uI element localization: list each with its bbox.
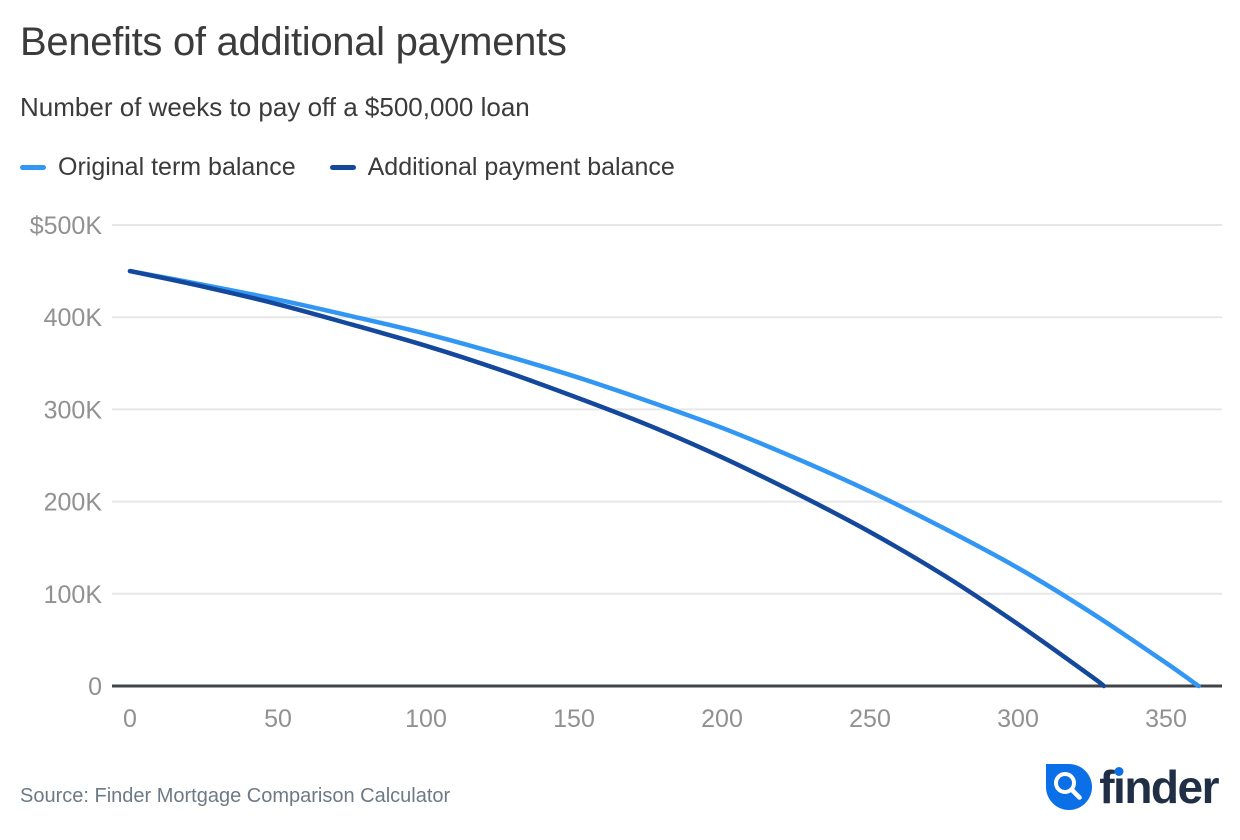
finder-i-dot [1114, 767, 1124, 776]
svg-text:0: 0 [88, 673, 102, 701]
svg-text:200K: 200K [44, 489, 103, 517]
svg-text:50: 50 [264, 705, 292, 733]
line-chart-svg: $500K 400K 300K 200K 100K 00 50 100 150 200 250 300… [30, 212, 1222, 733]
legend-swatch-original-term [20, 165, 46, 170]
svg-text:0: 0 [123, 705, 137, 733]
svg-text:250: 250 [849, 705, 891, 733]
svg-text:100: 100 [405, 705, 447, 733]
svg-text:350: 350 [1145, 705, 1187, 733]
finder-wordmark: fı nder [1099, 761, 1219, 813]
magnifier-icon [1054, 772, 1082, 800]
legend: Original term balance Additional payment… [20, 153, 675, 182]
svg-text:$500K: $500K [30, 212, 103, 240]
svg-text:300: 300 [997, 705, 1039, 733]
chart-subtitle: Number of weeks to pay off a $500,000 lo… [20, 92, 530, 122]
svg-text:200: 200 [701, 705, 743, 733]
chart-title: Benefits of additional payments [20, 20, 567, 64]
finder-logo-drop-icon [1046, 764, 1093, 810]
svg-text:400K: 400K [44, 304, 103, 332]
legend-label-original-term: Original term balance [58, 153, 296, 181]
finder-logo: fı nder [1046, 761, 1219, 813]
legend-item-additional-payment: Additional payment balance [329, 153, 675, 182]
svg-text:100K: 100K [44, 581, 103, 609]
legend-label-additional-payment: Additional payment balance [367, 153, 675, 181]
legend-swatch-additional-payment [329, 165, 356, 170]
svg-text:300K: 300K [44, 396, 103, 424]
line-chart: $500K 400K 300K 200K 100K 0 0 50 100 150 200 250 300… [0, 200, 1240, 760]
svg-text:150: 150 [553, 705, 595, 733]
legend-item-original-term: Original term balance [20, 153, 296, 182]
source-text: Source: Finder Mortgage Comparison Calcu… [20, 785, 451, 807]
